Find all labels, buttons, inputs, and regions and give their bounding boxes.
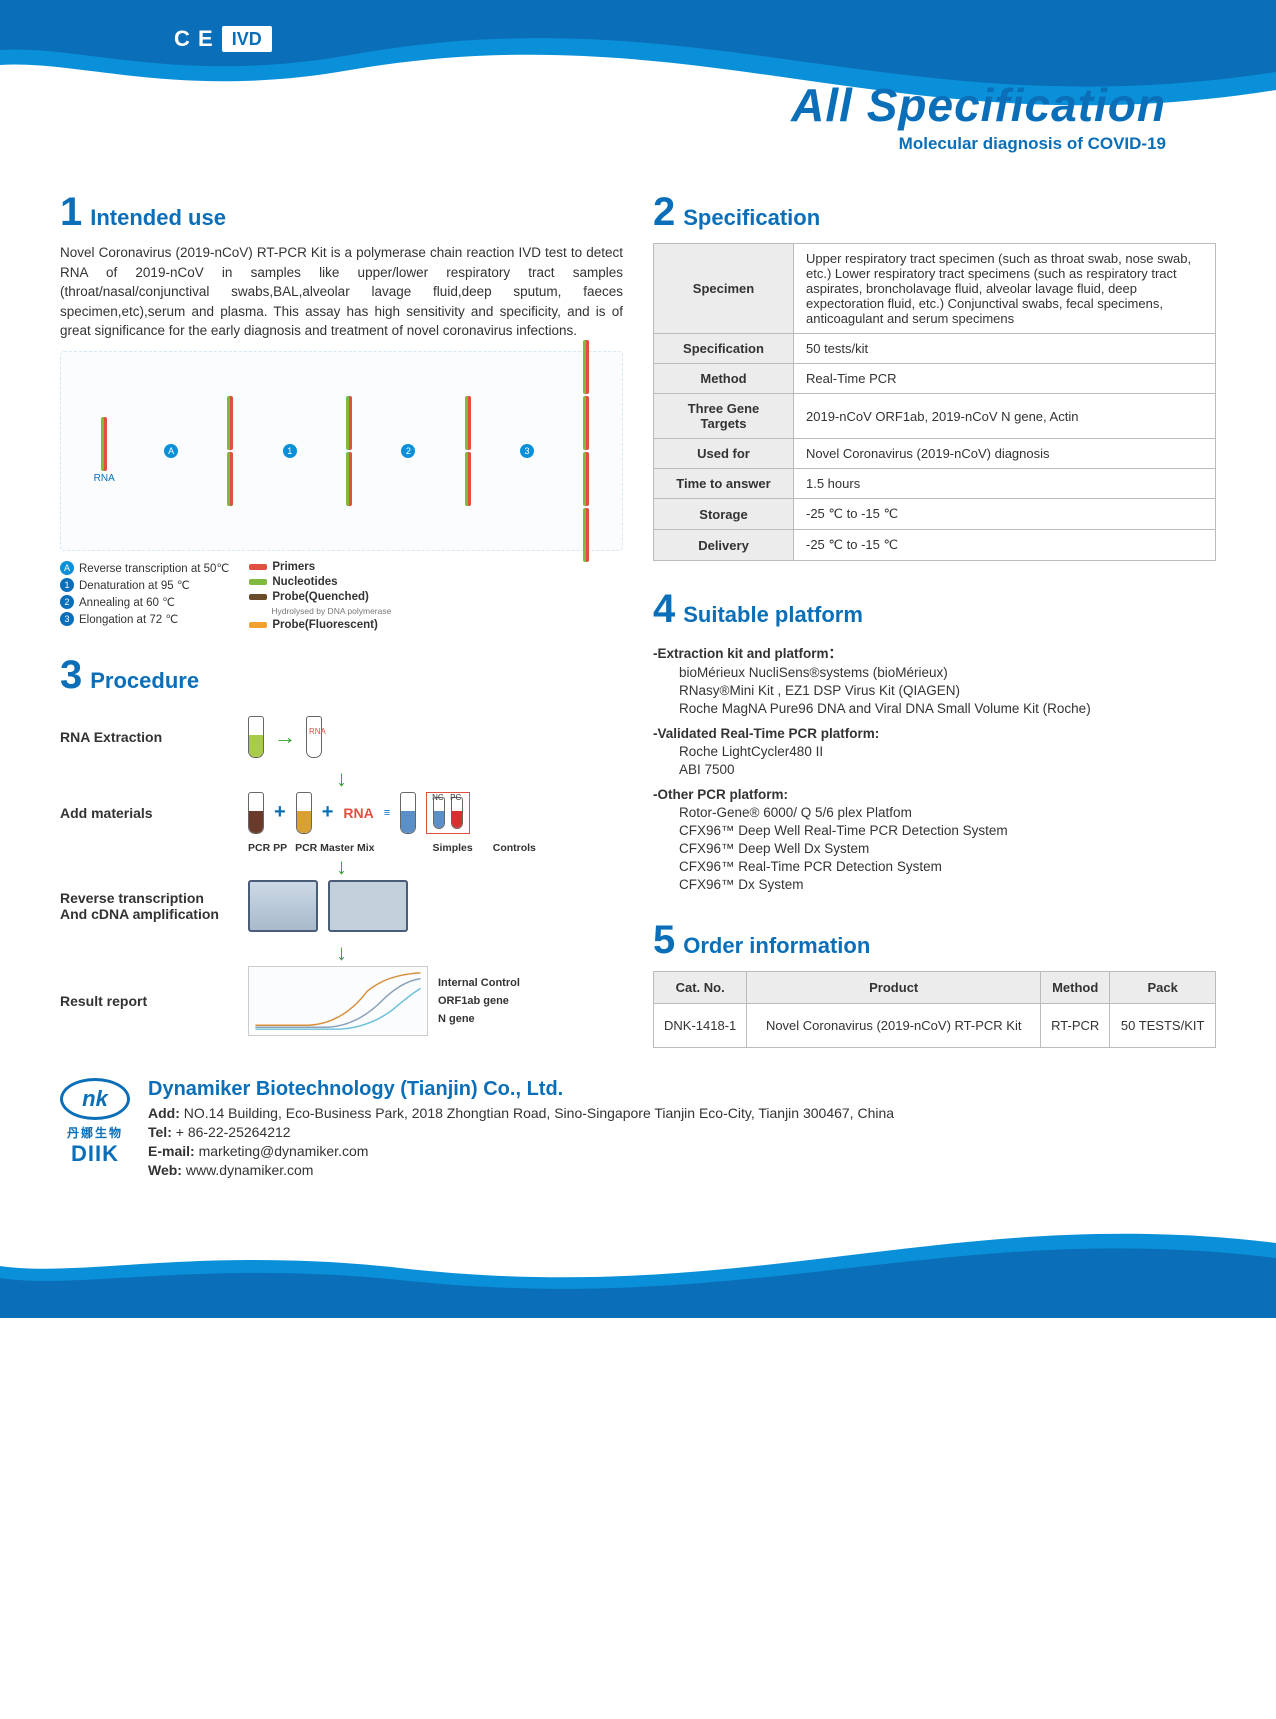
arrow-down-icon: ↓: [336, 940, 347, 965]
platform-item: bioMérieux NucliSens®systems (bioMérieux…: [679, 665, 1216, 680]
spec-val: Novel Coronavirus (2019-nCoV) diagnosis: [794, 439, 1216, 469]
platform-item: Rotor-Gene® 6000/ Q 5/6 plex Platfom: [679, 805, 1216, 820]
platform-item: CFX96™ Dx System: [679, 877, 1216, 892]
tube-mastermix-icon: [296, 792, 312, 834]
step-1-dot: 1: [283, 444, 297, 458]
platform-item: Roche LightCycler480 II: [679, 744, 1216, 759]
step-3-dot: 3: [520, 444, 534, 458]
spec-table: SpecimenUpper respiratory tract specimen…: [653, 243, 1216, 561]
content: 1 Intended use Novel Coronavirus (2019-n…: [0, 180, 1276, 1078]
section-4-head: 4 Suitable platform: [653, 587, 1216, 632]
spec-val: 1.5 hours: [794, 469, 1216, 499]
section-3-num: 3: [60, 653, 82, 698]
section-3-head: 3 Procedure: [60, 653, 623, 698]
spec-key: Three Gene Targets: [654, 394, 794, 439]
spec-key: Delivery: [654, 530, 794, 561]
spec-val: 2019-nCoV ORF1ab, 2019-nCoV N gene, Acti…: [794, 394, 1216, 439]
spec-key: Specimen: [654, 244, 794, 334]
order-table: Cat. No. Product Method Pack DNK-1418-1N…: [653, 971, 1216, 1048]
pcr-diagram: RNA A 1 2 3: [60, 351, 623, 551]
proc-step2-label: Add materials: [60, 805, 230, 821]
arrow-right-icon: →: [274, 724, 296, 750]
platform-item: Roche MagNA Pure96 DNA and Viral DNA Sma…: [679, 701, 1216, 716]
section-5-title: Order information: [683, 933, 870, 959]
proc-step3-label: Reverse transcription And cDNA amplifica…: [60, 890, 230, 922]
pcr-machine-icon: [328, 880, 408, 932]
subtitle: Molecular diagnosis of COVID-19: [791, 134, 1166, 154]
section-2-title: Specification: [683, 205, 820, 231]
spec-val: 50 tests/kit: [794, 334, 1216, 364]
tube-rna-icon: [306, 716, 322, 758]
company-name: Dynamiker Biotechnology (Tianjin) Co., L…: [148, 1078, 894, 1101]
step-a-dot: A: [164, 444, 178, 458]
amplification-chart: [248, 966, 428, 1036]
controls-box: NC PC: [426, 792, 470, 834]
tube-sample-icon: [248, 716, 264, 758]
spec-val: -25 ℃ to -15 ℃: [794, 499, 1216, 530]
footer-wave: [0, 1218, 1276, 1318]
platform-block: -Extraction kit and platform： bioMérieux…: [653, 642, 1216, 892]
right-column: 2 Specification SpecimenUpper respirator…: [653, 190, 1216, 1048]
procedure-block: RNA Extraction → ↓ Add materials + + RNA…: [60, 716, 623, 1036]
order-pack: 50 TESTS/KIT: [1110, 1004, 1216, 1048]
section-1-num: 1: [60, 190, 82, 235]
tube-simple-icon: [400, 792, 416, 834]
section-1-head: 1 Intended use: [60, 190, 623, 235]
section-5-head: 5 Order information: [653, 918, 1216, 963]
section-2-num: 2: [653, 190, 675, 235]
ce-ivd-badge: C E IVD: [160, 22, 286, 56]
proc-step2-sublabels: PCR PP PCR Master Mix Simples Controls: [248, 842, 623, 854]
left-column: 1 Intended use Novel Coronavirus (2019-n…: [60, 190, 623, 1048]
spec-key: Method: [654, 364, 794, 394]
arrow-down-icon: ↓: [336, 766, 347, 791]
tube-pp-icon: [248, 792, 264, 834]
platform-item: CFX96™ Deep Well Dx System: [679, 841, 1216, 856]
section-5-num: 5: [653, 918, 675, 963]
proc-step1-label: RNA Extraction: [60, 729, 230, 745]
main-title: All Specification: [791, 78, 1166, 132]
spec-val: Real-Time PCR: [794, 364, 1216, 394]
monitor-icon: [248, 880, 318, 932]
platform-item: CFX96™ Deep Well Real-Time PCR Detection…: [679, 823, 1216, 838]
logo-mark-icon: nk: [60, 1078, 130, 1120]
title-block: All Specification Molecular diagnosis of…: [791, 78, 1166, 154]
section-4-title: Suitable platform: [683, 602, 863, 628]
spec-key: Specification: [654, 334, 794, 364]
order-method: RT-PCR: [1041, 1004, 1110, 1048]
footer-info: nk 丹娜生物 DIIK Dynamiker Biotechnology (Ti…: [0, 1078, 1276, 1208]
spec-key: Time to answer: [654, 469, 794, 499]
spec-val: -25 ℃ to -15 ℃: [794, 530, 1216, 561]
spec-key: Used for: [654, 439, 794, 469]
arrow-down-icon: ↓: [336, 854, 347, 879]
section-1-title: Intended use: [90, 205, 226, 231]
pcr-legend: AReverse transcription at 50℃ 1Denaturat…: [60, 561, 623, 631]
platform-item: ABI 7500: [679, 762, 1216, 777]
section-2-head: 2 Specification: [653, 190, 1216, 235]
logo: nk 丹娜生物 DIIK: [60, 1078, 130, 1167]
spec-val: Upper respiratory tract specimen (such a…: [794, 244, 1216, 334]
order-product: Novel Coronavirus (2019-nCoV) RT-PCR Kit: [747, 1004, 1041, 1048]
intended-use-body: Novel Coronavirus (2019-nCoV) RT-PCR Kit…: [60, 243, 623, 341]
section-3-title: Procedure: [90, 668, 199, 694]
platform-item: RNasy®Mini Kit , EZ1 DSP Virus Kit (QIAG…: [679, 683, 1216, 698]
proc-step4-label: Result report: [60, 993, 230, 1009]
order-cat: DNK-1418-1: [654, 1004, 747, 1048]
spec-key: Storage: [654, 499, 794, 530]
section-4-num: 4: [653, 587, 675, 632]
ivd-mark: IVD: [222, 26, 272, 52]
platform-item: CFX96™ Real-Time PCR Detection System: [679, 859, 1216, 874]
header-wave: C E IVD All Specification Molecular diag…: [0, 0, 1276, 180]
step-2-dot: 2: [401, 444, 415, 458]
ce-mark: C E: [174, 26, 214, 52]
